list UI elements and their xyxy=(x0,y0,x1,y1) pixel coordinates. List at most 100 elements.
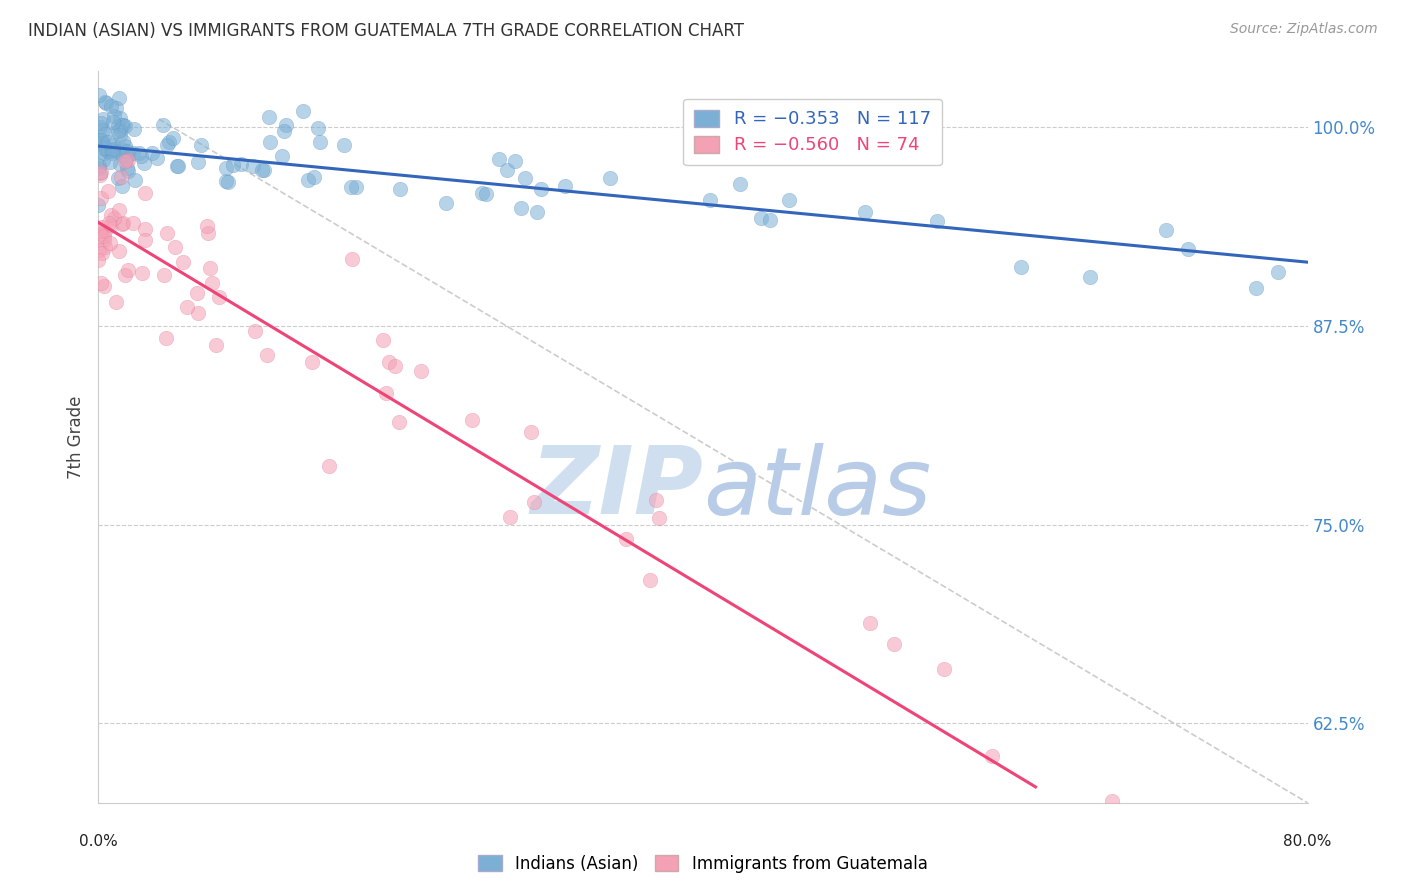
Point xyxy=(97,185,120,199)
Point xyxy=(115,145,138,159)
Point xyxy=(980,749,1002,764)
Point xyxy=(242,159,264,173)
Point xyxy=(647,511,669,525)
Point xyxy=(107,170,129,185)
Point xyxy=(134,222,156,236)
Point xyxy=(1078,269,1101,284)
Point xyxy=(759,213,782,227)
Point xyxy=(377,355,399,369)
Point xyxy=(488,152,510,166)
Point xyxy=(498,510,520,524)
Point xyxy=(107,119,129,133)
Point xyxy=(101,143,124,157)
Point xyxy=(112,148,135,162)
Text: INDIAN (ASIAN) VS IMMIGRANTS FROM GUATEMALA 7TH GRADE CORRELATION CHART: INDIAN (ASIAN) VS IMMIGRANTS FROM GUATEM… xyxy=(28,22,744,40)
Point xyxy=(932,662,955,676)
Point xyxy=(117,161,139,176)
Point xyxy=(152,118,174,132)
Point xyxy=(172,255,194,269)
Point xyxy=(87,244,110,258)
Point xyxy=(124,173,146,187)
Point xyxy=(134,155,156,169)
Point xyxy=(93,112,115,127)
Point xyxy=(89,120,111,134)
Point xyxy=(114,139,136,153)
Point xyxy=(98,216,121,230)
Point xyxy=(190,138,212,153)
Point xyxy=(89,136,111,151)
Point xyxy=(141,146,163,161)
Point xyxy=(217,175,239,189)
Point xyxy=(89,168,111,182)
Text: 0.0%: 0.0% xyxy=(79,834,118,849)
Point xyxy=(100,99,122,113)
Point xyxy=(114,153,136,168)
Point xyxy=(111,119,134,133)
Point xyxy=(749,211,772,225)
Point xyxy=(778,194,800,208)
Point xyxy=(187,155,209,169)
Point xyxy=(245,324,267,338)
Point xyxy=(93,224,115,238)
Point xyxy=(201,276,224,290)
Point xyxy=(93,228,115,243)
Point xyxy=(94,95,117,110)
Point xyxy=(162,131,184,145)
Point xyxy=(91,220,114,235)
Point xyxy=(91,136,114,150)
Point xyxy=(89,159,111,173)
Point xyxy=(510,201,533,215)
Point xyxy=(222,158,245,172)
Point xyxy=(156,137,179,152)
Point xyxy=(371,333,394,347)
Point xyxy=(599,170,621,185)
Point xyxy=(253,163,276,178)
Point xyxy=(108,244,131,258)
Point xyxy=(134,186,156,200)
Point xyxy=(505,154,527,169)
Point xyxy=(117,153,139,167)
Point xyxy=(122,145,145,160)
Point xyxy=(101,115,124,129)
Point xyxy=(134,233,156,247)
Point xyxy=(513,170,536,185)
Point xyxy=(340,180,363,194)
Point xyxy=(110,170,132,185)
Point xyxy=(231,157,253,171)
Point xyxy=(346,179,368,194)
Legend: Indians (Asian), Immigrants from Guatemala: Indians (Asian), Immigrants from Guatema… xyxy=(471,848,935,880)
Point xyxy=(93,239,115,253)
Point xyxy=(98,154,121,169)
Legend: R = −0.353   N = 117, R = −0.560   N = 74: R = −0.353 N = 117, R = −0.560 N = 74 xyxy=(683,99,942,165)
Point xyxy=(97,136,120,150)
Point xyxy=(699,193,721,207)
Point xyxy=(187,305,209,319)
Point xyxy=(530,181,553,195)
Point xyxy=(471,186,494,200)
Point xyxy=(384,359,406,373)
Point xyxy=(523,495,546,509)
Text: ZIP: ZIP xyxy=(530,442,703,534)
Point xyxy=(1177,242,1199,256)
Point xyxy=(111,179,134,194)
Point xyxy=(388,415,411,429)
Point xyxy=(166,159,188,173)
Point xyxy=(461,412,484,426)
Point xyxy=(883,637,905,651)
Point xyxy=(94,95,117,110)
Point xyxy=(93,123,115,137)
Point xyxy=(197,226,219,240)
Point xyxy=(114,152,136,166)
Point xyxy=(122,122,145,136)
Point xyxy=(90,227,112,242)
Point xyxy=(273,124,295,138)
Point xyxy=(157,135,180,149)
Point xyxy=(1101,794,1123,808)
Point xyxy=(131,149,153,163)
Point xyxy=(156,226,179,240)
Point xyxy=(114,119,136,133)
Point xyxy=(110,128,132,143)
Point xyxy=(100,145,122,160)
Point xyxy=(496,163,519,178)
Point xyxy=(167,159,190,173)
